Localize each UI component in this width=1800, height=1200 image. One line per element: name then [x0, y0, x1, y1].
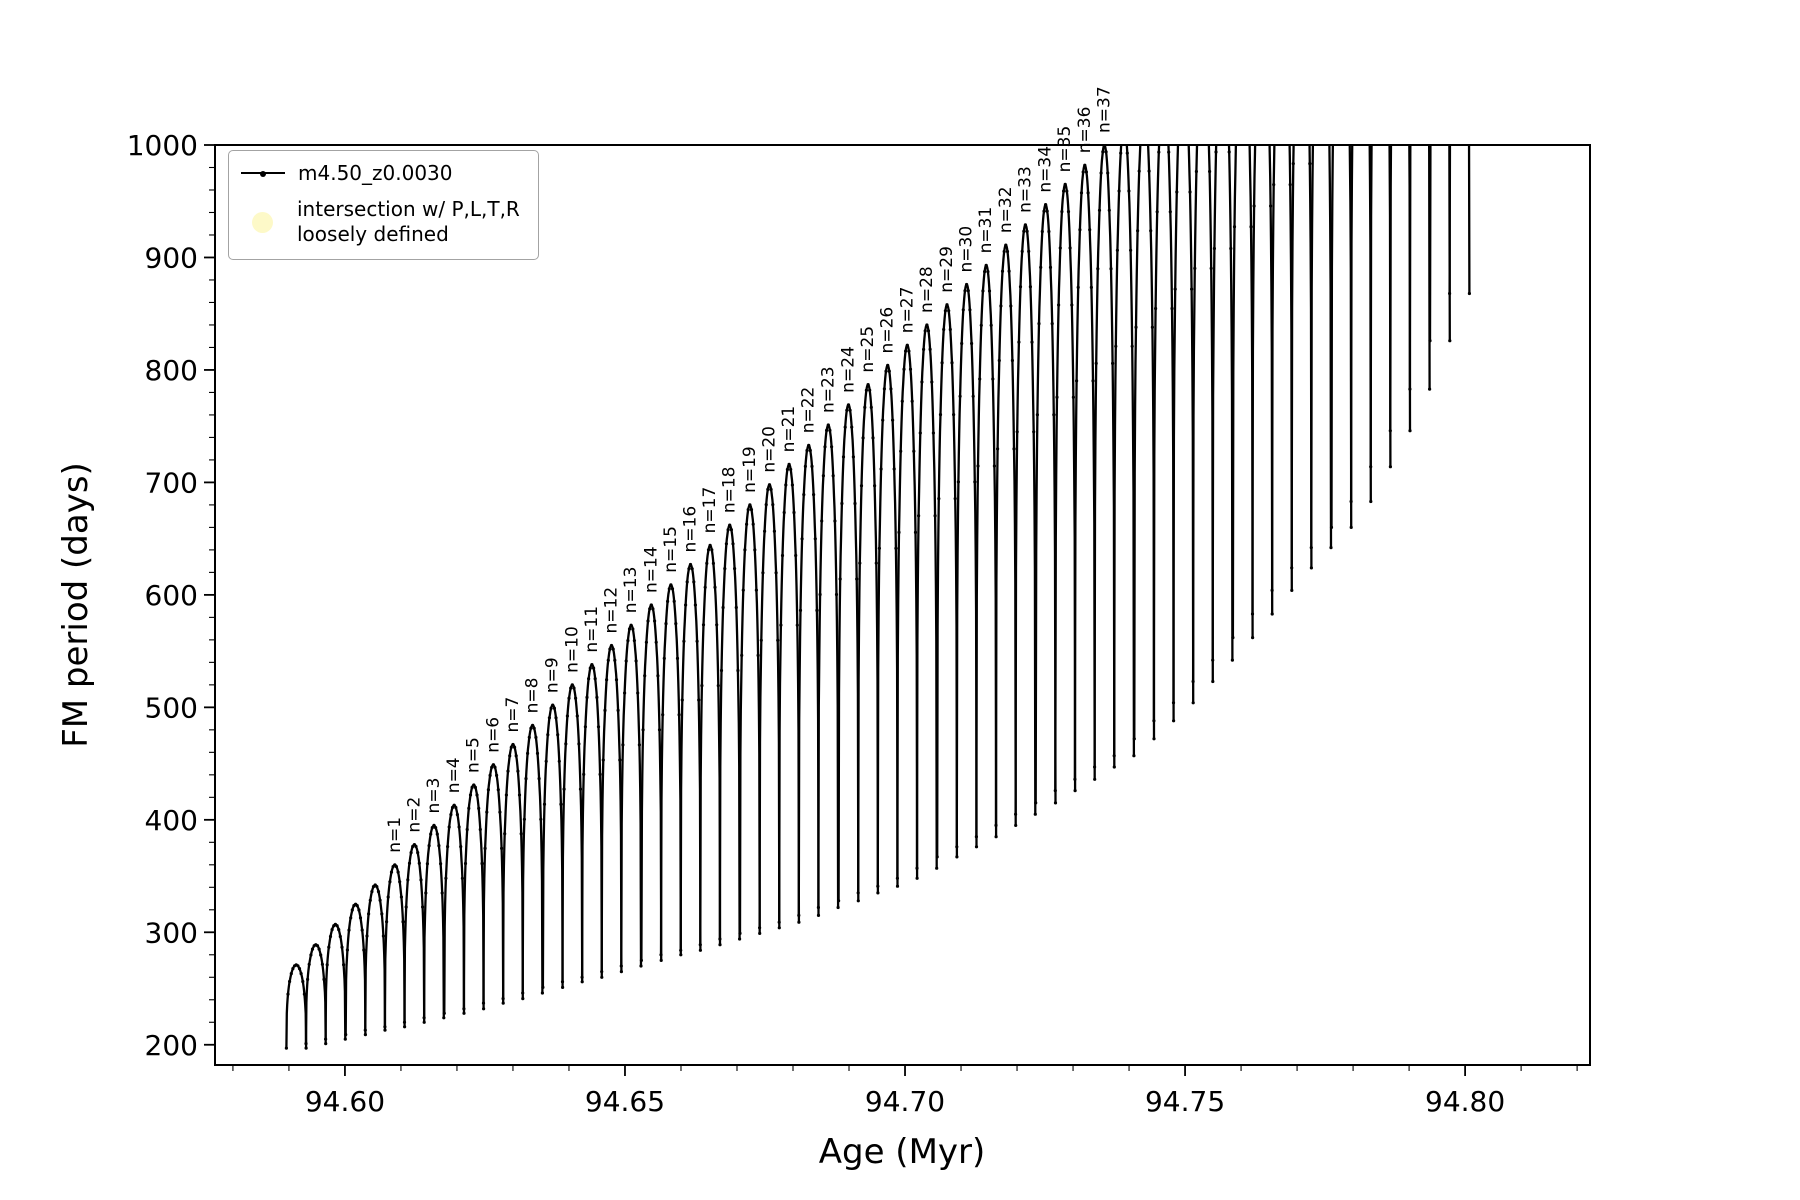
y-tick-label: 400 [145, 804, 198, 837]
legend-label-intersection-line1: intersection w/ P,L,T,R [297, 197, 520, 221]
legend-entry-series: m4.50_z0.0030 [241, 161, 520, 185]
arch-n-label: n=27 [897, 287, 917, 334]
arch-n-label: n=24 [838, 346, 858, 393]
y-axis-title: FM period (days) [56, 462, 96, 748]
x-tick-label: 94.80 [1425, 1085, 1505, 1118]
x-tick-label: 94.65 [585, 1085, 665, 1118]
x-tick-label: 94.75 [1145, 1085, 1225, 1118]
arch-n-label: n=34 [1036, 146, 1056, 193]
x-tick-label: 94.60 [305, 1085, 385, 1118]
arch-n-label: n=17 [700, 487, 720, 534]
arch-n-label: n=33 [1015, 166, 1035, 213]
y-tick-label: 500 [145, 691, 198, 724]
arch-n-label: n=8 [523, 677, 543, 713]
arch-n-label: n=9 [543, 657, 563, 693]
legend: m4.50_z0.0030 intersection w/ P,L,T,R lo… [228, 150, 539, 260]
arch-n-label: n=23 [818, 366, 838, 413]
arch-n-label: n=2 [404, 797, 424, 833]
y-tick-label: 300 [145, 916, 198, 949]
arch-n-label: n=11 [582, 606, 602, 653]
arch-n-label: n=32 [996, 186, 1016, 233]
arch-n-label: n=12 [602, 587, 622, 634]
y-tick-label: 700 [145, 466, 198, 499]
arch-n-label: n=37 [1094, 86, 1114, 133]
x-axis-title: Age (Myr) [818, 1132, 986, 1172]
x-tick-label: 94.70 [865, 1085, 945, 1118]
line-with-dot-marker-icon [241, 170, 285, 177]
arch-n-label: n=3 [424, 778, 444, 814]
arch-n-label: n=4 [444, 757, 464, 793]
arch-n-label: n=30 [957, 226, 977, 273]
legend-label-intersection-line2: loosely defined [297, 222, 449, 246]
arch-n-label: n=20 [759, 426, 779, 473]
arch-n-label: n=6 [483, 717, 503, 753]
arch-n-label: n=26 [878, 307, 898, 354]
legend-label-intersection: intersection w/ P,L,T,R loosely defined [297, 197, 520, 247]
y-tick-label: 1000 [127, 129, 198, 162]
series-m450-z00030 [284, 145, 1471, 1050]
arch-n-label: n=31 [976, 207, 996, 254]
arch-n-label: n=7 [503, 697, 523, 733]
intersection-circle-marker-icon [252, 211, 273, 233]
arch-n-label: n=22 [799, 387, 819, 434]
arch-annotations: n=1n=2n=3n=4n=5n=6n=7n=8n=9n=10 n=11 n=12 n… [385, 86, 1115, 852]
arch-n-label: n=13 [621, 567, 641, 614]
legend-label-series: m4.50_z0.0030 [298, 161, 453, 185]
arch-n-label: n=10 [562, 626, 582, 673]
arch-n-label: n=19 [740, 446, 760, 493]
y-tick-label: 600 [145, 579, 198, 612]
arch-n-label: n=14 [641, 546, 661, 593]
y-tick-label: 800 [145, 354, 198, 387]
arch-n-label: n=29 [937, 246, 957, 293]
arch-n-label: n=36 [1075, 107, 1095, 154]
arch-n-label: n=15 [661, 526, 681, 573]
y-tick-label: 900 [145, 241, 198, 274]
arch-n-label: n=28 [917, 266, 937, 313]
arch-n-label: n=16 [681, 506, 701, 553]
axes: 94.60 94.65 94.70 94.75 94.80 200 300 400 500 600… [127, 129, 1591, 1118]
arch-n-label: n=21 [779, 406, 799, 453]
legend-entry-intersection: intersection w/ P,L,T,R loosely defined [241, 197, 520, 247]
arch-n-label: n=25 [858, 326, 878, 373]
arch-n-label: n=1 [385, 817, 405, 853]
arch-n-label: n=5 [464, 737, 484, 773]
arch-n-label: n=35 [1055, 126, 1075, 173]
arch-n-label: n=18 [720, 466, 740, 513]
y-tick-label: 200 [145, 1029, 198, 1062]
